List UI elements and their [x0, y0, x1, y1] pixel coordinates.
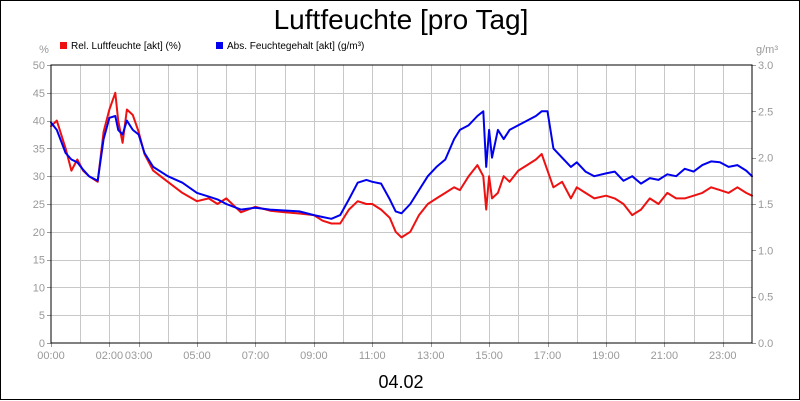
left-axis-unit: %	[39, 44, 49, 56]
left-tick-label: 20	[33, 227, 45, 239]
left-tick-label: 15	[33, 255, 45, 267]
right-tick-label: 3.0	[758, 60, 773, 72]
left-tick-label: 10	[33, 282, 45, 294]
plot-border	[50, 64, 753, 344]
x-tick-label: 11:00	[359, 350, 386, 362]
left-tick-label: 35	[33, 143, 45, 155]
legend-swatch-abs-humidity	[216, 42, 223, 49]
left-tick-label: 30	[33, 171, 45, 183]
left-tick-label: 0	[39, 338, 45, 350]
plot-area: 0 5 10 15 20 25 30 35 40 45 50 0.0 0.5 1.0 1.5 2.0 2.5 3.…	[33, 60, 774, 362]
right-tick-label: 2.5	[758, 106, 773, 118]
legend-item-rel-humidity: Rel. Luftfeuchte [akt] (%)	[60, 41, 181, 52]
legend-swatch-rel-humidity	[60, 42, 67, 49]
chart-title: Luftfeuchte [pro Tag]	[274, 4, 529, 35]
x-tick-label: 17:00	[534, 350, 562, 362]
x-tick-label: 15:00	[475, 350, 503, 362]
legend-label-abs-humidity: Abs. Feuchtegehalt [akt] (g/m³)	[227, 41, 364, 52]
x-tick-label: 09:00	[300, 350, 328, 362]
series-lines	[50, 91, 753, 239]
x-tick-label: 21:00	[651, 350, 679, 362]
grid	[51, 65, 752, 343]
right-tick-label: 1.5	[758, 199, 773, 211]
right-tick-label: 0.0	[758, 338, 773, 350]
x-tick-label: 13:00	[417, 350, 445, 362]
x-tick-label: 07:00	[242, 350, 270, 362]
legend: Rel. Luftfeuchte [akt] (%) Abs. Feuchteg…	[60, 41, 364, 52]
left-tick-label: 50	[33, 60, 45, 72]
x-tick-label: 00:00	[37, 350, 65, 362]
left-tick-label: 40	[33, 116, 45, 128]
date-label: 04.02	[378, 372, 423, 392]
x-tick-label: 05:00	[183, 350, 211, 362]
series-line-rel-humidity	[50, 91, 753, 239]
left-tick-label: 5	[39, 310, 45, 322]
left-tick-label: 45	[33, 88, 45, 100]
series-line-abs-humidity	[50, 110, 753, 220]
legend-label-rel-humidity: Rel. Luftfeuchte [akt] (%)	[71, 41, 181, 52]
legend-item-abs-humidity: Abs. Feuchtegehalt [akt] (g/m³)	[216, 41, 364, 52]
axis-ticks: 0 5 10 15 20 25 30 35 40 45 50 0.0 0.5 1.0 1.5 2.0 2.5 3.…	[33, 60, 774, 362]
x-tick-label: 19:00	[592, 350, 620, 362]
right-axis-unit: g/m³	[756, 44, 778, 56]
right-tick-label: 1.0	[758, 245, 773, 257]
x-tick-label: 02:00	[96, 350, 124, 362]
x-tick-label: 03:00	[125, 350, 153, 362]
left-tick-label: 25	[33, 199, 45, 211]
x-tick-label: 23:00	[709, 350, 737, 362]
right-tick-label: 0.5	[758, 292, 773, 304]
right-tick-label: 2.0	[758, 153, 773, 165]
